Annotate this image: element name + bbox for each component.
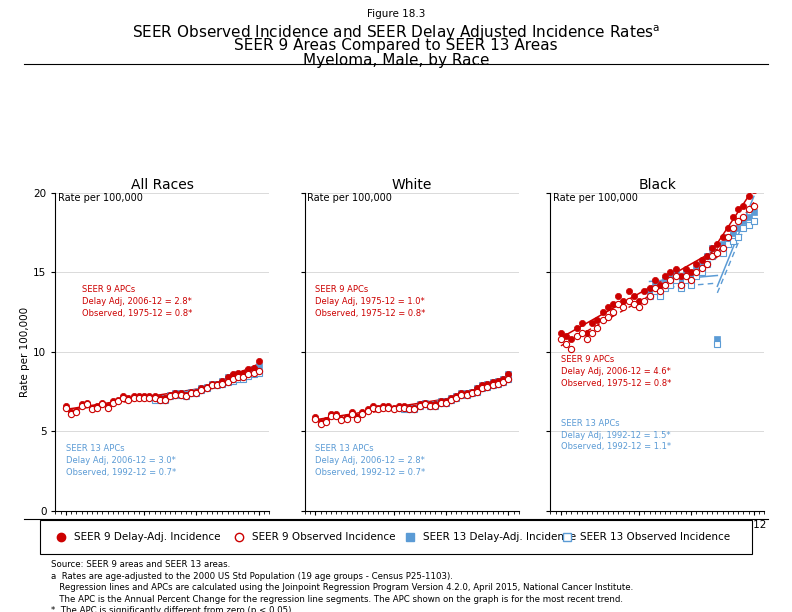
Text: SEER Observed Incidence and SEER Delay Adjusted Incidence Rates$^{\rm a}$: SEER Observed Incidence and SEER Delay A… xyxy=(132,23,660,43)
Text: SEER 9 Observed Incidence: SEER 9 Observed Incidence xyxy=(252,532,395,542)
Text: SEER 9 Areas Compared to SEER 13 Areas: SEER 9 Areas Compared to SEER 13 Areas xyxy=(234,38,558,53)
Text: The APC is the Annual Percent Change for the regression line segments. The APC s: The APC is the Annual Percent Change for… xyxy=(51,595,623,604)
Title: White: White xyxy=(392,177,432,192)
X-axis label: Year of Diagnosis: Year of Diagnosis xyxy=(115,534,210,544)
Text: Rate per 100,000: Rate per 100,000 xyxy=(553,193,638,203)
Text: SEER 13 Delay-Adj. Incidence: SEER 13 Delay-Adj. Incidence xyxy=(423,532,577,542)
Text: Myeloma, Male, by Race: Myeloma, Male, by Race xyxy=(303,53,489,68)
Text: SEER 13 APCs
Delay Adj, 1992-12 = 1.5*
Observed, 1992-12 = 1.1*: SEER 13 APCs Delay Adj, 1992-12 = 1.5* O… xyxy=(561,419,671,451)
Text: SEER 9 Delay-Adj. Incidence: SEER 9 Delay-Adj. Incidence xyxy=(74,532,220,542)
Title: All Races: All Races xyxy=(131,177,194,192)
Text: Rate per 100,000: Rate per 100,000 xyxy=(58,193,143,203)
Text: Regression lines and APCs are calculated using the Joinpoint Regression Program : Regression lines and APCs are calculated… xyxy=(51,583,634,592)
Title: Black: Black xyxy=(638,177,676,192)
Text: *  The APC is significantly different from zero (p < 0.05).: * The APC is significantly different fro… xyxy=(51,606,295,612)
X-axis label: Year of Diagnosis: Year of Diagnosis xyxy=(364,534,459,544)
Text: Rate per 100,000: Rate per 100,000 xyxy=(307,193,392,203)
FancyBboxPatch shape xyxy=(40,520,752,554)
Text: SEER 9 APCs
Delay Adj, 2006-12 = 4.6*
Observed, 1975-12 = 0.8*: SEER 9 APCs Delay Adj, 2006-12 = 4.6* Ob… xyxy=(561,355,672,387)
Text: SEER 13 APCs
Delay Adj, 2006-12 = 3.0*
Observed, 1992-12 = 0.7*: SEER 13 APCs Delay Adj, 2006-12 = 3.0* O… xyxy=(66,444,176,477)
Text: SEER 13 Observed Incidence: SEER 13 Observed Incidence xyxy=(580,532,730,542)
Text: a  Rates are age-adjusted to the 2000 US Std Population (19 age groups - Census : a Rates are age-adjusted to the 2000 US … xyxy=(51,572,453,581)
Text: SEER 13 APCs
Delay Adj, 2006-12 = 2.8*
Observed, 1992-12 = 0.7*: SEER 13 APCs Delay Adj, 2006-12 = 2.8* O… xyxy=(315,444,425,477)
Text: SEER 9 APCs
Delay Adj, 2006-12 = 2.8*
Observed, 1975-12 = 0.8*: SEER 9 APCs Delay Adj, 2006-12 = 2.8* Ob… xyxy=(82,285,192,318)
Text: Figure 18.3: Figure 18.3 xyxy=(367,9,425,19)
Text: Source: SEER 9 areas and SEER 13 areas.: Source: SEER 9 areas and SEER 13 areas. xyxy=(51,560,230,569)
Text: SEER 9 APCs
Delay Adj, 1975-12 = 1.0*
Observed, 1975-12 = 0.8*: SEER 9 APCs Delay Adj, 1975-12 = 1.0* Ob… xyxy=(315,285,426,318)
X-axis label: Year of Diagnosis: Year of Diagnosis xyxy=(610,534,705,544)
Y-axis label: Rate per 100,000: Rate per 100,000 xyxy=(21,307,30,397)
